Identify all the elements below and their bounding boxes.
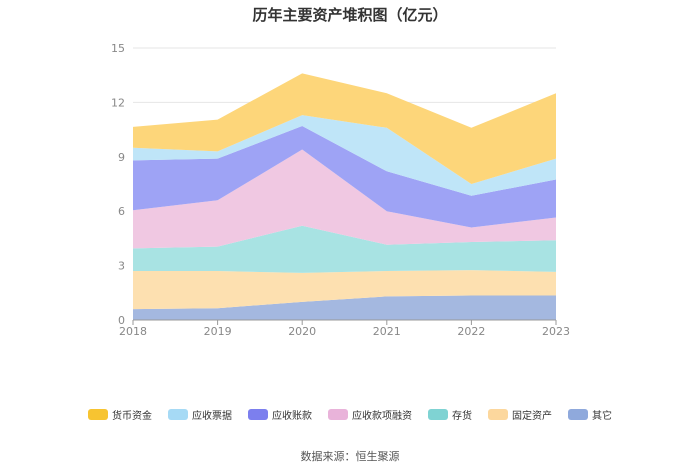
x-tick-label: 2020 [288,325,316,338]
legend-swatch [568,409,588,420]
x-tick-label: 2022 [457,325,485,338]
y-tick-label: 0 [118,314,125,327]
area-其它 [133,295,556,320]
legend-swatch [248,409,268,420]
legend-item[interactable]: 应收账款 [248,407,312,422]
area-应收票据 [133,115,556,196]
legend-swatch [88,409,108,420]
legend-item[interactable]: 固定资产 [488,407,552,422]
legend-label: 应收票据 [192,411,232,422]
legend-item[interactable]: 货币资金 [88,407,152,422]
area-应收账款 [133,126,556,228]
stacked-area-chart: 0 3 6 9 12 15 2018 2019 2020 2021 2022 2023 [111,42,570,338]
area-应收款项融资 [133,149,556,249]
x-tick-label: 2018 [119,325,147,338]
x-tick-label: 2019 [204,325,232,338]
y-tick-label: 12 [111,96,125,109]
axes: 0 3 6 9 12 15 2018 2019 2020 2021 2022 2023 [111,42,570,338]
area-固定资产 [133,270,556,310]
y-tick-label: 6 [118,205,125,218]
legend-item[interactable]: 存货 [428,407,472,422]
y-tick-label: 9 [118,151,125,164]
legend-item[interactable]: 其它 [568,407,612,422]
legend-swatch [328,409,348,420]
legend-item[interactable]: 应收款项融资 [328,407,412,422]
legend-swatch [488,409,508,420]
y-tick-label: 3 [118,260,125,273]
legend-label: 应收账款 [272,411,312,422]
legend-label: 货币资金 [112,411,152,422]
area-存货 [133,225,556,273]
x-tick-label: 2023 [542,325,570,338]
legend: 货币资金 应收票据 应收账款 应收款项融资 存货 固定资产 其它 [0,407,700,422]
area-货币资金 [133,73,556,184]
y-tick-label: 15 [111,42,125,55]
legend-swatch [168,409,188,420]
legend-label: 应收款项融资 [352,411,412,422]
data-source: 数据来源：恒生聚源 [300,450,400,463]
legend-item[interactable]: 应收票据 [168,407,232,422]
legend-label: 固定资产 [512,411,552,422]
chart-title: 历年主要资产堆积图（亿元） [252,6,448,24]
legend-swatch [428,409,448,420]
area-series [133,73,556,320]
legend-label: 其它 [592,411,612,422]
x-tick-label: 2021 [373,325,401,338]
legend-label: 存货 [452,411,472,422]
